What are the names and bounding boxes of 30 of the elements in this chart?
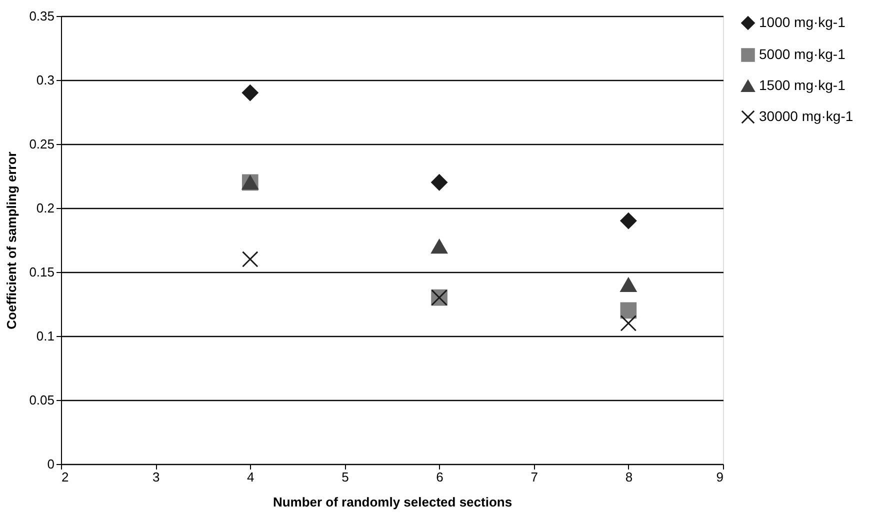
legend-label: 30000 mg·kg-1 <box>759 108 854 124</box>
y-tick-label: 0.1 <box>36 328 54 344</box>
x-tick-label: 9 <box>716 470 724 484</box>
point <box>431 174 448 191</box>
point <box>431 239 448 254</box>
y-tick-label: 0.2 <box>36 200 54 216</box>
point <box>620 302 637 319</box>
y-tick-label: 0.35 <box>29 8 54 24</box>
y-tick-label: 0 <box>47 456 54 472</box>
point <box>242 251 258 268</box>
legend-label: 1000 mg·kg-1 <box>759 14 846 30</box>
y-tick-label: 0.3 <box>36 72 54 88</box>
x-tick-label: 6 <box>436 470 444 484</box>
x-tick-label: 4 <box>247 470 254 484</box>
point <box>242 84 258 101</box>
x-axis-title: Number of randomly selected sections <box>272 494 512 510</box>
y-tick-label: 0.05 <box>29 392 54 408</box>
point <box>620 212 637 229</box>
legend-label: 1500 mg·kg-1 <box>759 77 846 93</box>
y-tick-label: 0.25 <box>29 136 54 152</box>
point <box>620 315 637 332</box>
point <box>620 278 637 292</box>
legend-label: 5000 mg·kg-1 <box>759 46 846 62</box>
y-axis-title: Coefficient of sampling error <box>4 152 20 330</box>
x-tick-label: 2 <box>62 470 69 484</box>
x-tick-label: 7 <box>530 470 538 484</box>
x-tick-label: 8 <box>625 470 633 484</box>
x-tick-label: 3 <box>152 470 160 484</box>
y-tick-label: 0.15 <box>29 264 54 280</box>
x-tick-label: 5 <box>342 470 349 484</box>
